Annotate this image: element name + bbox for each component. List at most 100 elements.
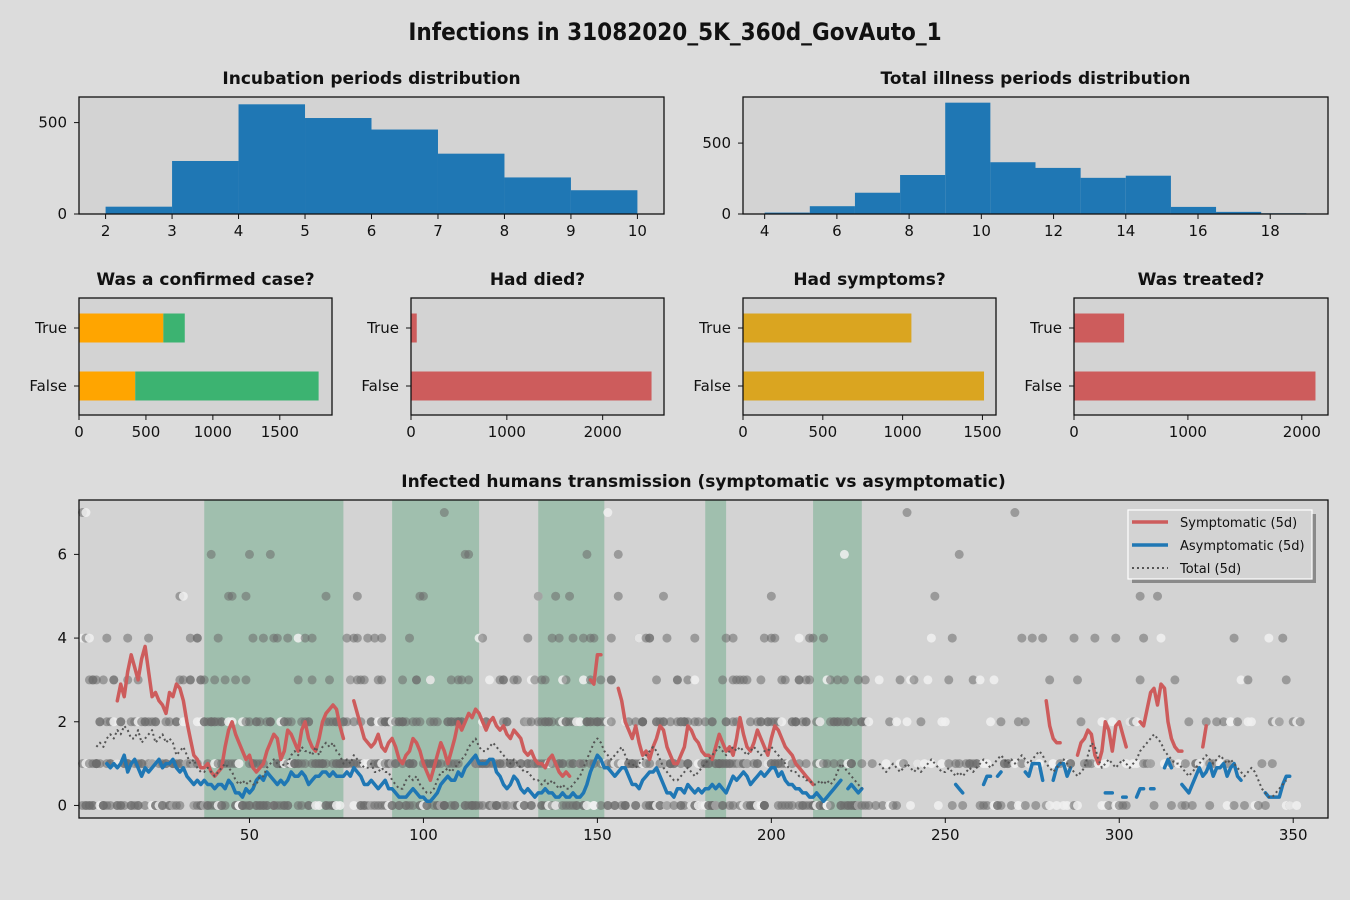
incubation-bar (305, 118, 372, 214)
transmission-scatter-point (408, 800, 418, 810)
transmission-scatter-point (1013, 717, 1023, 727)
symptoms-category-label: True (698, 319, 731, 337)
transmission-scatter-point (478, 800, 488, 810)
transmission-scatter-point (947, 633, 957, 643)
transmission-scatter-point (825, 675, 835, 685)
transmission-scatter-point (502, 717, 512, 727)
transmission-scatter-point (958, 800, 968, 810)
confirmed-bar (163, 313, 185, 343)
transmission-scatter-point (286, 717, 296, 727)
treated-panel: True False Was treated? 0 1000 2000 (1024, 270, 1329, 441)
incubation-xtick-label: 6 (367, 222, 377, 240)
transmission-scatter-point (1205, 800, 1215, 810)
transmission-scatter-point (345, 675, 355, 685)
transmission-scatter-point (780, 675, 790, 685)
illness-title: Total illness periods distribution (881, 69, 1191, 89)
transmission-shaded-interval (705, 500, 727, 818)
transmission-scatter-point (1132, 717, 1142, 727)
transmission-scatter-point (1062, 800, 1072, 810)
transmission-scatter-point (700, 717, 710, 727)
transmission-scatter-point (930, 591, 940, 601)
transmission-scatter-point (262, 800, 272, 810)
incubation-xtick-label: 10 (628, 222, 647, 240)
transmission-scatter-point (568, 759, 578, 769)
transmission-scatter-point (415, 717, 425, 727)
transmission-scatter-point (1201, 717, 1211, 727)
symptoms-xtick-label: 1000 (884, 423, 922, 441)
died-xtick-label: 2000 (584, 423, 622, 441)
died-xtick-label: 1000 (488, 423, 526, 441)
illness-xtick-label: 18 (1261, 222, 1280, 240)
illness-bar (990, 162, 1036, 214)
transmission-scatter-point (547, 717, 557, 727)
transmission-scatter-point (439, 508, 449, 518)
incubation-bar (105, 206, 173, 214)
incubation-bar (371, 129, 438, 214)
transmission-scatter-point (314, 800, 324, 810)
transmission-scatter-point (954, 759, 964, 769)
transmission-scatter-point (728, 633, 738, 643)
transmission-ytick-label: 0 (57, 796, 67, 814)
transmission-scatter-point (352, 633, 362, 643)
transmission-scatter-point (801, 759, 811, 769)
transmission-scatter-point (363, 633, 373, 643)
symptoms-frame (742, 297, 997, 416)
transmission-scatter-point (756, 717, 766, 727)
died-category-label: True (366, 319, 399, 337)
transmission-scatter-point (940, 717, 950, 727)
transmission-scatter-point (825, 800, 835, 810)
transmission-scatter-point (498, 675, 508, 685)
transmission-scatter-point (192, 633, 202, 643)
transmission-scatter-point (947, 800, 957, 810)
transmission-scatter-point (819, 633, 829, 643)
transmission-scatter-point (996, 800, 1006, 810)
transmission-scatter-point (606, 675, 616, 685)
transmission-scatter-point (742, 759, 752, 769)
transmission-scatter-point (665, 717, 675, 727)
transmission-scatter-point (565, 591, 575, 601)
transmission-scatter-point (411, 675, 421, 685)
transmission-scatter-point (634, 633, 644, 643)
transmission-scatter-point (662, 633, 672, 643)
transmission-scatter-point (864, 717, 874, 727)
transmission-scatter-point (1292, 800, 1302, 810)
transmission-scatter-point (171, 717, 181, 727)
transmission-scatter-point (578, 675, 588, 685)
transmission-scatter-point (241, 675, 251, 685)
transmission-scatter-point (446, 675, 456, 685)
transmission-scatter-point (683, 675, 693, 685)
transmission-xtick-label: 200 (757, 826, 786, 844)
transmission-scatter-point (801, 717, 811, 727)
transmission-scatter-point (794, 675, 804, 685)
transmission-scatter-point (655, 800, 665, 810)
transmission-scatter-point (512, 675, 522, 685)
incubation-panel: Incubation periods distribution 2 3 4 5 6 7 8 9 1… (38, 69, 665, 240)
transmission-scatter-point (199, 675, 209, 685)
transmission-scatter-point (1086, 759, 1096, 769)
transmission-scatter-point (794, 633, 804, 643)
transmission-scatter-point (175, 800, 185, 810)
transmission-scatter-point (1111, 633, 1121, 643)
transmission-scatter-point (300, 759, 310, 769)
transmission-scatter-point (631, 800, 641, 810)
incubation-title: Incubation periods distribution (222, 69, 520, 89)
transmission-scatter-point (178, 675, 188, 685)
transmission-scatter-point (878, 800, 888, 810)
transmission-scatter-point (283, 800, 293, 810)
transmission-scatter-point (1253, 800, 1263, 810)
transmission-scatter-point (109, 675, 119, 685)
transmission-scatter-point (906, 800, 916, 810)
transmission-scatter-point (1264, 633, 1274, 643)
transmission-scatter-point (582, 800, 592, 810)
transmission-scatter-point (1257, 759, 1267, 769)
transmission-scatter-point (151, 717, 161, 727)
transmission-scatter-point (547, 633, 557, 643)
transmission-scatter-point (652, 675, 662, 685)
transmission-scatter (77, 508, 1305, 810)
incubation-bar (238, 104, 306, 214)
transmission-scatter-point (606, 717, 616, 727)
transmission-scatter-point (808, 633, 818, 643)
transmission-scatter-point (370, 633, 380, 643)
transmission-scatter-point (620, 800, 630, 810)
transmission-scatter-point (1135, 591, 1145, 601)
